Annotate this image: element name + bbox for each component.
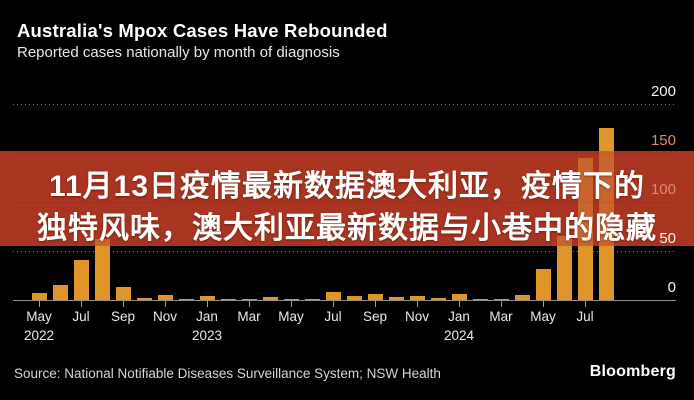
source-note: Source: National Notifiable Diseases Sur… bbox=[14, 366, 441, 381]
x-tick-may2022 bbox=[39, 301, 40, 307]
x-label-month: Mar bbox=[237, 309, 261, 324]
x-tick-jul bbox=[81, 301, 82, 307]
x-tick-sep bbox=[123, 301, 124, 307]
x-tick-nov bbox=[417, 301, 418, 307]
x-label-month: Jan bbox=[448, 309, 470, 324]
x-label-month: May bbox=[530, 309, 556, 324]
bar-through-overlay-aug-2024 bbox=[599, 151, 614, 246]
x-tick-may bbox=[543, 301, 544, 307]
bar-may-2023 bbox=[284, 299, 299, 300]
bar-mar-2023 bbox=[242, 299, 257, 300]
bar-oct-2022 bbox=[137, 298, 152, 300]
bloomberg-logo: Bloomberg bbox=[589, 363, 676, 380]
chart-title: Australia's Mpox Cases Have Rebounded bbox=[17, 20, 388, 41]
gridline-200 bbox=[13, 104, 676, 105]
bar-oct-2023 bbox=[389, 297, 404, 300]
overlay-text-line2: 独特风味，澳大利亚最新数据与小巷中的隐藏 bbox=[37, 212, 657, 245]
x-tick-jan2023 bbox=[207, 301, 208, 307]
x-label-month: Jul bbox=[72, 309, 90, 324]
bar-mar-2024 bbox=[494, 299, 509, 300]
bar-jan-2024 bbox=[452, 294, 467, 300]
x-tick-jul bbox=[585, 301, 586, 307]
x-tick-sep bbox=[375, 301, 376, 307]
bar-jun-2024 bbox=[557, 236, 572, 300]
x-tick-jan2024 bbox=[459, 301, 460, 307]
bar-feb-2023 bbox=[221, 299, 236, 300]
gridline-150 bbox=[13, 153, 676, 154]
gridline-50 bbox=[13, 251, 676, 252]
x-label-month: Nov bbox=[404, 309, 429, 324]
x-tick-mar bbox=[501, 301, 502, 307]
x-tick-jul bbox=[333, 301, 334, 307]
overlay-text-line1: 11月13日疫情最新数据澳大利亚，疫情下的 bbox=[48, 170, 646, 203]
bar-may-2022 bbox=[32, 293, 47, 300]
bar-nov-2023 bbox=[410, 296, 425, 300]
x-label-year: 2022 bbox=[23, 328, 55, 343]
bar-jun-2022 bbox=[53, 285, 68, 300]
x-label-month: Nov bbox=[152, 309, 177, 324]
bar-sep-2022 bbox=[116, 287, 131, 300]
bar-apr-2024 bbox=[515, 295, 530, 300]
bar-jul-2022 bbox=[74, 260, 89, 300]
x-label-month: May bbox=[278, 309, 304, 324]
x-label-year: 2023 bbox=[191, 328, 223, 343]
bar-dec-2023 bbox=[431, 298, 446, 300]
bar-nov-2022 bbox=[158, 295, 173, 300]
x-label-month: Mar bbox=[489, 309, 513, 324]
bar-jul-2023 bbox=[326, 292, 341, 300]
bar-jun-2023 bbox=[305, 299, 320, 300]
bar-sep-2023 bbox=[368, 294, 383, 300]
x-axis-line bbox=[13, 300, 676, 301]
x-label-month: May bbox=[26, 309, 52, 324]
bar-dec-2022 bbox=[179, 299, 194, 300]
x-tick-may bbox=[291, 301, 292, 307]
x-label-month: Sep bbox=[110, 309, 136, 324]
bar-through-overlay-jul-2024 bbox=[578, 158, 593, 246]
bar-through-overlay-jun-2024 bbox=[557, 236, 572, 246]
bar-aug-2023 bbox=[347, 296, 362, 300]
bar-jan-2023 bbox=[200, 296, 215, 300]
bar-apr-2023 bbox=[263, 297, 278, 300]
bar-aug-2022 bbox=[95, 239, 110, 300]
overlay-banner: 11月13日疫情最新数据澳大利亚，疫情下的 独特风味，澳大利亚最新数据与小巷中的… bbox=[0, 151, 694, 246]
x-label-month: Jul bbox=[576, 309, 594, 324]
bar-feb-2024 bbox=[473, 299, 488, 300]
x-tick-nov bbox=[165, 301, 166, 307]
chart-subtitle: Reported cases nationally by month of di… bbox=[17, 44, 340, 61]
bar-through-overlay-aug-2022 bbox=[95, 239, 110, 246]
x-label-month: Jul bbox=[324, 309, 342, 324]
x-label-year: 2024 bbox=[443, 328, 475, 343]
bar-may-2024 bbox=[536, 269, 551, 300]
gridline-100 bbox=[13, 202, 676, 203]
x-label-month: Jan bbox=[196, 309, 218, 324]
x-tick-mar bbox=[249, 301, 250, 307]
x-label-month: Sep bbox=[362, 309, 388, 324]
